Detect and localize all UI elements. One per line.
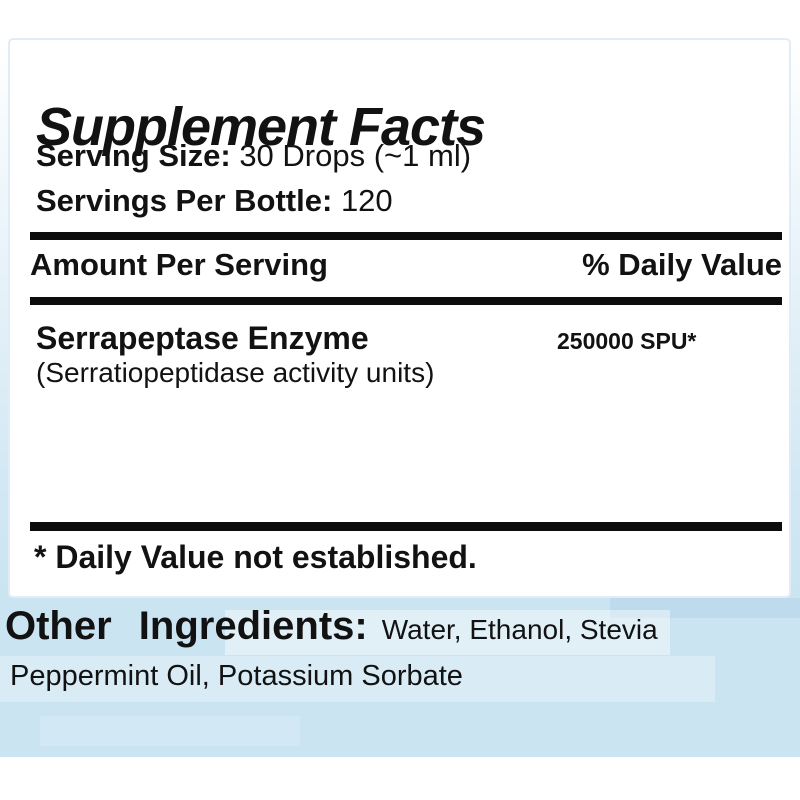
other-ingredients-values-2: Peppermint Oil, Potassium Sorbate [10,660,463,692]
other-ingredients-section: Other Ingredients: Water, Ethanol, Stevi… [0,598,800,757]
background-patch [40,716,300,746]
divider-bar-middle [30,297,782,305]
daily-value-footnote: * Daily Value not established. [34,539,477,575]
other-ingredients-line-1: Other Ingredients: Water, Ethanol, Stevi… [5,604,658,649]
panel-title: Supplement Facts [36,97,486,157]
daily-value-header: % Daily Value [582,247,782,282]
divider-bar-top [30,232,782,240]
serving-size-line: Serving Size: 30 Drops (~1 ml) [36,138,471,174]
divider-bar-bottom [30,522,782,531]
amount-per-serving-header: Amount Per Serving [30,247,328,282]
bottom-white-strip [0,757,800,800]
ingredient-amount: 250000 SPU* [557,328,697,354]
other-ingredients-values-1: Water, Ethanol, Stevia [381,614,658,645]
ingredient-name: Serrapeptase Enzyme [36,320,369,356]
other-ingredients-label: Other Ingredients: [5,604,368,648]
servings-per-bottle-label: Servings Per Bottle: [36,183,333,218]
serving-size-value: 30 Drops (~1 ml) [239,138,472,173]
servings-per-bottle-value: 120 [340,183,393,218]
serving-size-label: Serving Size: [36,138,231,173]
servings-per-bottle-line: Servings Per Bottle: 120 [36,183,393,219]
supplement-facts-panel: Supplement Facts Serving Size: 30 Drops … [8,38,791,598]
table-header-row: Amount Per Serving % Daily Value [30,247,782,283]
ingredient-description: (Serratiopeptidase activity units) [36,357,435,388]
